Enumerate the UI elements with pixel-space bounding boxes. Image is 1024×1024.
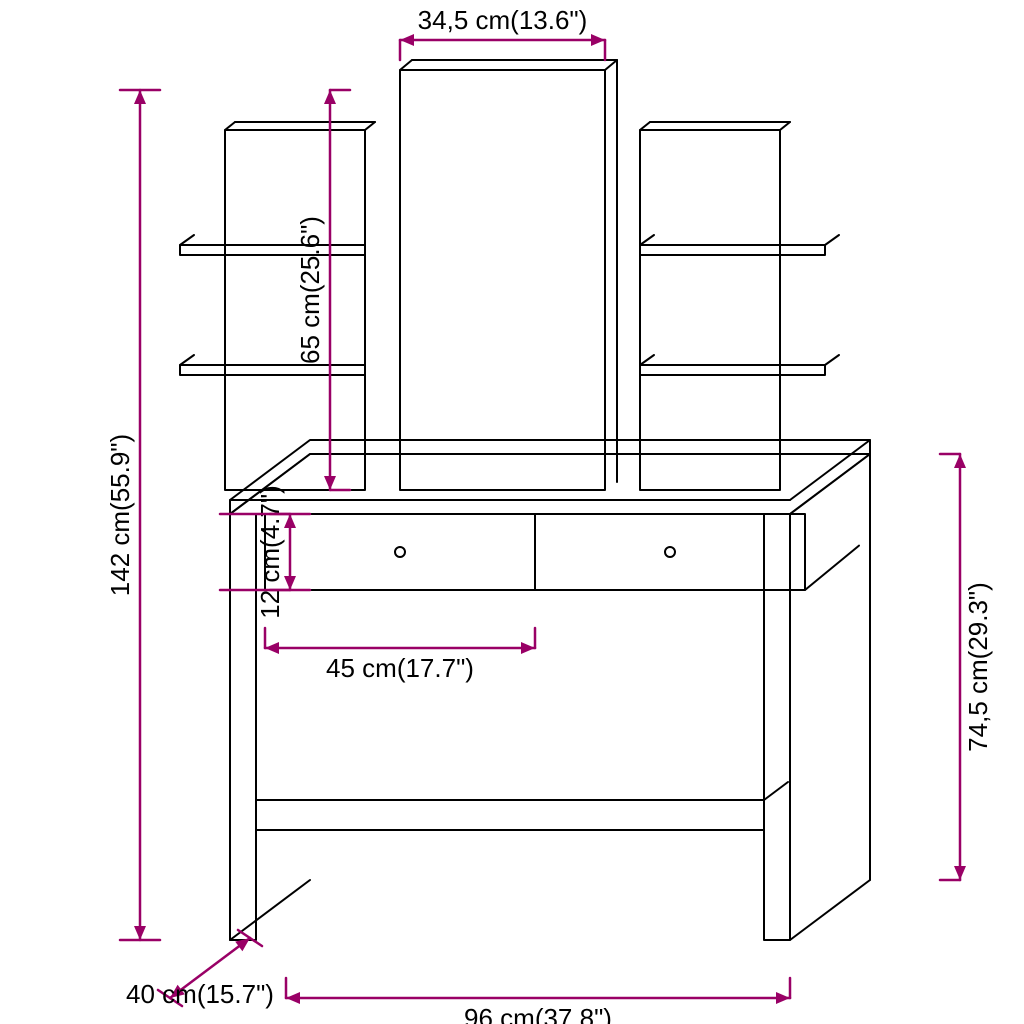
svg-text:45 cm(17.7"): 45 cm(17.7") (326, 653, 474, 683)
svg-text:74,5 cm(29.3"): 74,5 cm(29.3") (963, 582, 993, 752)
svg-text:65 cm(25.6"): 65 cm(25.6") (295, 216, 325, 364)
svg-text:40 cm(15.7"): 40 cm(15.7") (126, 979, 274, 1009)
svg-text:96 cm(37.8"): 96 cm(37.8") (464, 1003, 612, 1024)
svg-text:142 cm(55.9"): 142 cm(55.9") (105, 434, 135, 596)
svg-text:12 cm(4.7"): 12 cm(4.7") (255, 485, 285, 619)
svg-text:34,5 cm(13.6"): 34,5 cm(13.6") (418, 5, 588, 35)
drawer-knob (395, 547, 405, 557)
drawer-knob (665, 547, 675, 557)
